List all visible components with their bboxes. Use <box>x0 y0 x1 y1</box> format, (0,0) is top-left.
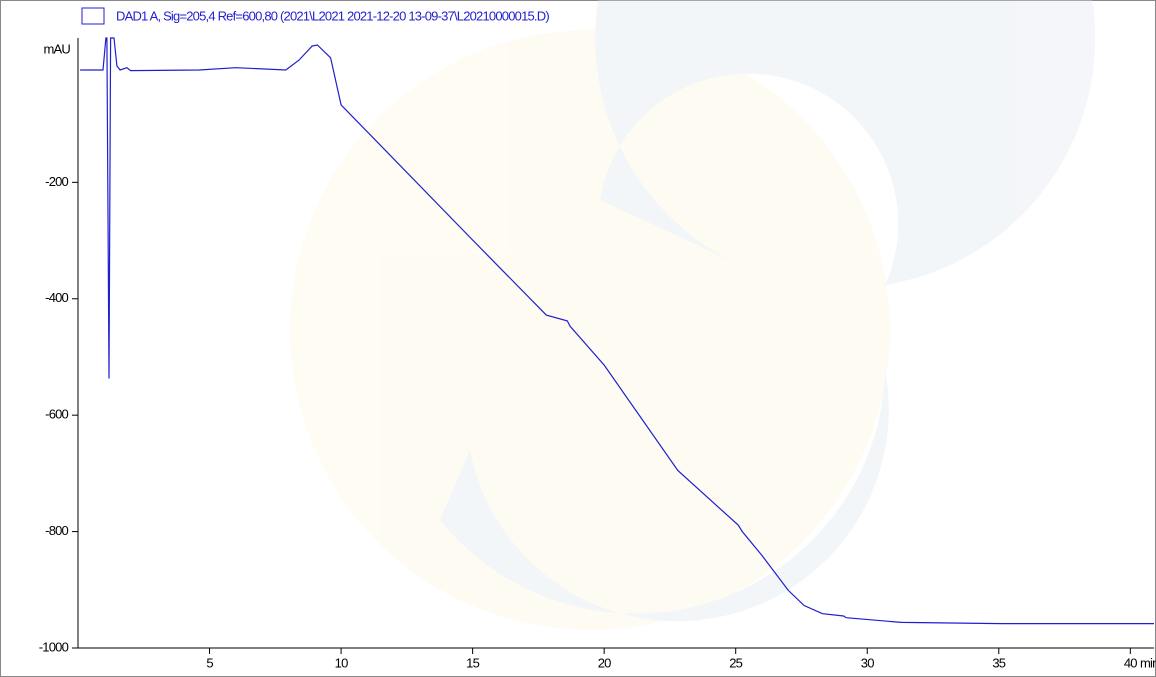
y-axis-label: mAU <box>44 41 71 56</box>
watermark <box>290 0 1096 630</box>
x-tick-label: 30 <box>861 655 874 670</box>
x-tick-label: 5 <box>206 655 213 670</box>
x-tick-label: 25 <box>729 655 742 670</box>
x-tick-label: 10 <box>335 655 348 670</box>
x-tick-label: 40 <box>1124 655 1137 670</box>
x-tick-label: 20 <box>598 655 611 670</box>
x-tick-label: 35 <box>992 655 1005 670</box>
y-tick-label: -400 <box>45 290 68 305</box>
x-tick-label: 15 <box>466 655 479 670</box>
y-tick-label: -200 <box>45 174 68 189</box>
y-tick-label: -600 <box>45 407 68 422</box>
x-axis-label: min <box>1140 655 1156 670</box>
signal-line <box>80 37 1154 625</box>
y-tick-label: -1000 <box>39 639 69 654</box>
legend-swatch <box>81 7 105 25</box>
y-tick-label: -800 <box>45 523 68 538</box>
legend-label: DAD1 A, Sig=205,4 Ref=600,80 (2021\L2021… <box>116 8 549 23</box>
